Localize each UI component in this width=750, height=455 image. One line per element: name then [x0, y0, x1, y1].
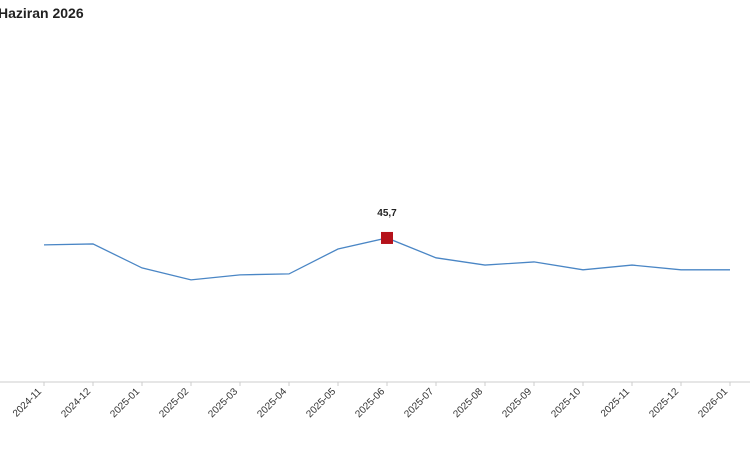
x-tick-label: 2025-11	[599, 386, 633, 420]
x-tick-label: 2025-07	[402, 386, 436, 420]
x-tick-label: 2025-10	[549, 386, 583, 420]
x-tick-label: 2025-09	[500, 386, 534, 420]
x-tick-label: 2025-06	[353, 386, 387, 420]
highlight-marker	[381, 231, 393, 244]
x-tick-label: 2025-03	[206, 386, 240, 420]
x-tick-label: 2025-04	[255, 386, 289, 420]
x-tick-label: 2025-01	[108, 386, 142, 420]
series-line	[43, 237, 730, 281]
x-tick-label: 2025-08	[451, 386, 485, 420]
x-tick-label: 2025-02	[157, 386, 191, 420]
x-tick-label: 2026-01	[696, 386, 730, 420]
x-tick-label: 2024-11	[11, 386, 45, 420]
x-tick-label: 2025-05	[304, 386, 338, 420]
x-tick-label: 2024-12	[59, 386, 93, 420]
x-tick-label: 2025-12	[647, 386, 681, 420]
value-label: 45,7	[377, 208, 397, 219]
chart-title: Haziran 2026	[0, 5, 84, 21]
